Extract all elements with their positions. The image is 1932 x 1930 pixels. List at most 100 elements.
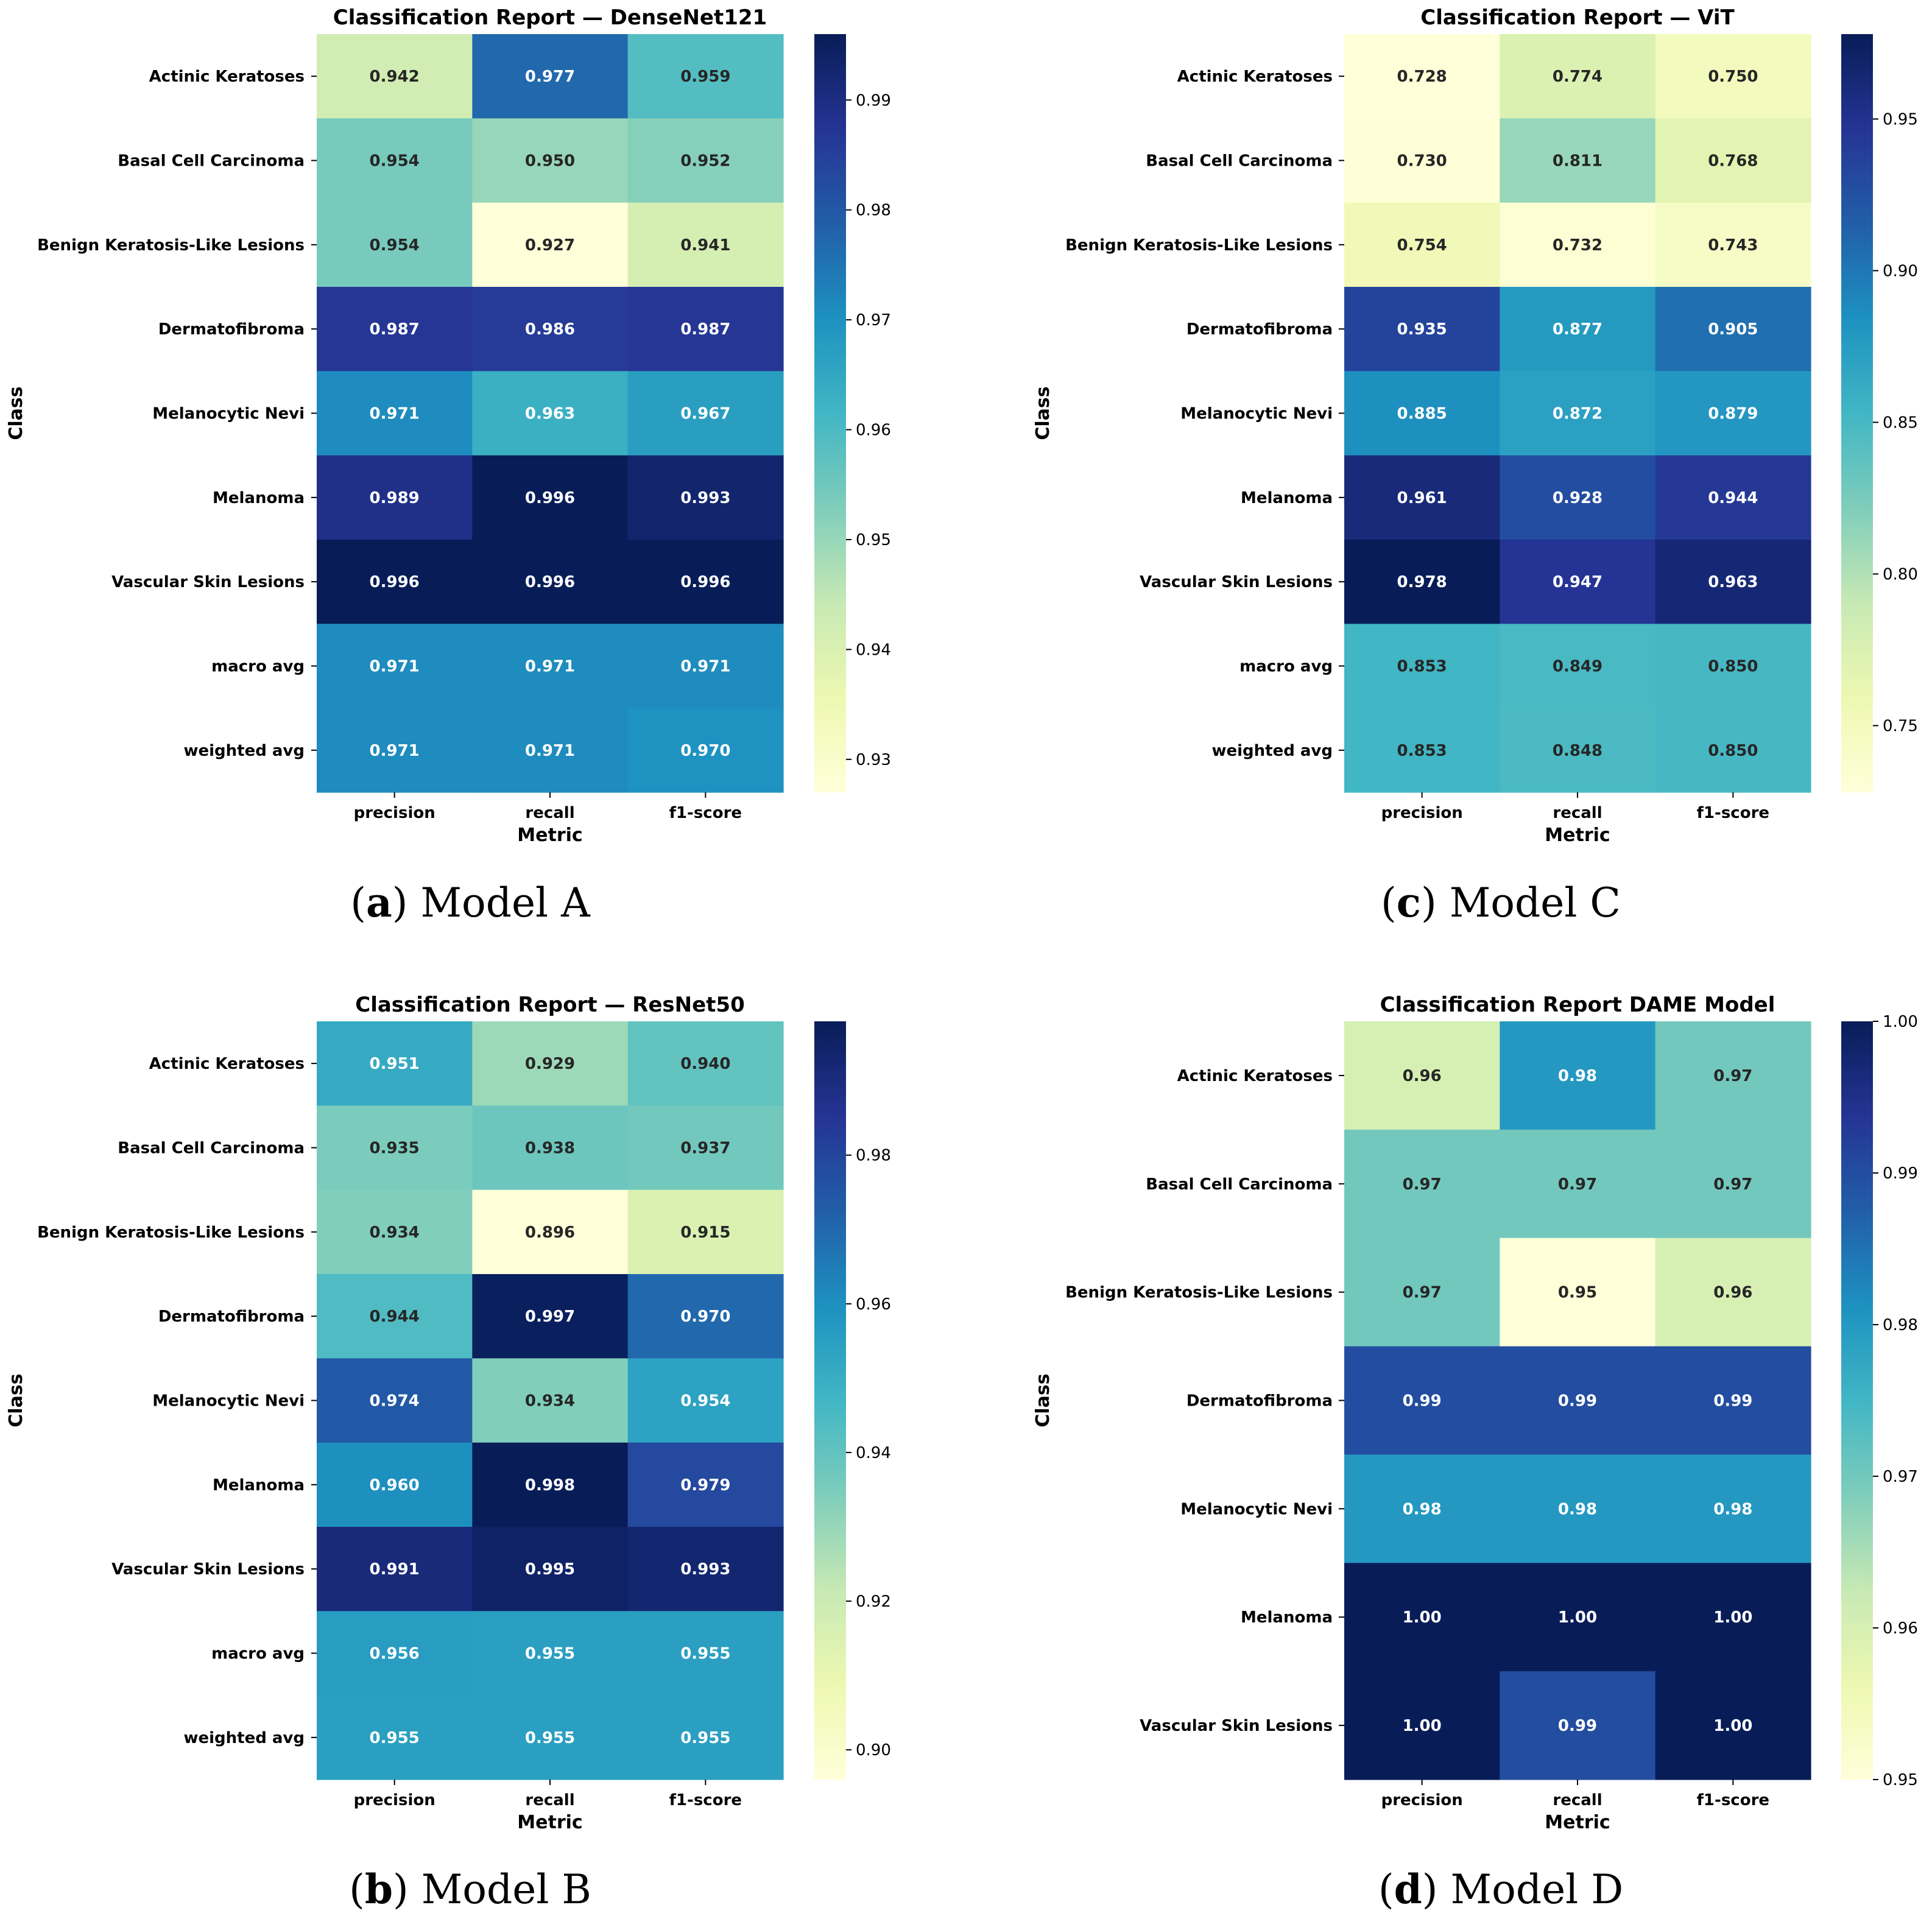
heatmap-cell xyxy=(627,118,784,203)
x-axis-label: Metric xyxy=(1545,1812,1610,1833)
caption-paren-open: ( xyxy=(1378,1866,1394,1913)
cell-value-label: 0.935 xyxy=(1397,320,1447,339)
heatmap-cell xyxy=(317,708,473,793)
heatmap-cell xyxy=(627,287,784,372)
x-axis-label: Metric xyxy=(517,825,582,846)
y-tick-label: Benign Keratosis-Like Lesions xyxy=(1065,1284,1333,1302)
cell-value-label: 0.955 xyxy=(525,1729,575,1747)
cell-value-label: 0.993 xyxy=(680,1560,730,1579)
y-tick-label: Basal Cell Carcinoma xyxy=(118,1139,305,1158)
y-tick-label: Melanocytic Nevi xyxy=(152,1392,305,1411)
heatmap-cell xyxy=(1655,708,1811,793)
cell-value-label: 0.991 xyxy=(370,1560,420,1579)
cell-value-label: 0.99 xyxy=(1403,1392,1442,1411)
heatmap-cell xyxy=(472,34,629,119)
cell-value-label: 0.955 xyxy=(525,1645,575,1663)
heatmap-cell xyxy=(1655,1671,1811,1780)
cell-value-label: 0.96 xyxy=(1403,1067,1442,1085)
y-tick-label: macro avg xyxy=(1239,658,1333,676)
heatmap-cell xyxy=(317,34,473,119)
heatmap-cell xyxy=(1344,34,1500,119)
heatmap-cell xyxy=(627,1527,784,1611)
heatmap-cell xyxy=(627,1442,784,1527)
heatmap-cell xyxy=(627,708,784,793)
heatmap-cell xyxy=(1344,202,1500,287)
cell-value-label: 0.728 xyxy=(1397,68,1447,86)
heatmap-cell xyxy=(472,455,629,540)
caption-paren-close: ) xyxy=(393,1866,421,1913)
cell-value-label: 1.00 xyxy=(1558,1608,1597,1627)
y-tick-label: Actinic Keratoses xyxy=(1177,68,1333,86)
cell-value-label: 0.937 xyxy=(680,1139,730,1158)
y-tick-label: Basal Cell Carcinoma xyxy=(1146,152,1333,171)
heatmap-cell xyxy=(317,1189,473,1275)
heatmap-cells: 0.942 0.977 0.959 0.954 0.950 0.952 0.954 0.927… xyxy=(317,34,784,793)
heatmap-cell xyxy=(1500,371,1656,456)
colorbar-tick-label: 0.97 xyxy=(856,311,891,329)
cell-value-label: 0.768 xyxy=(1708,152,1758,171)
heatmap-cell xyxy=(1344,708,1500,793)
heatmap-cell xyxy=(1500,1021,1656,1130)
y-tick-label: Dermatofibroma xyxy=(158,320,305,339)
y-tick-label: Melanoma xyxy=(1241,1608,1333,1627)
cell-value-label: 0.974 xyxy=(370,1392,420,1411)
caption-letter: c xyxy=(1397,879,1421,926)
heatmap-cell xyxy=(317,624,473,709)
heatmap-cell xyxy=(1655,371,1811,456)
heatmap-cell xyxy=(1344,1238,1500,1347)
y-tick-label: Vascular Skin Lesions xyxy=(111,573,305,591)
caption-paren-close: ) xyxy=(1421,879,1450,926)
y-tick-label: Dermatofibroma xyxy=(1186,1392,1333,1411)
y-tick-label: Melanoma xyxy=(213,489,305,507)
cell-value-label: 0.98 xyxy=(1403,1500,1442,1518)
colorbar-tick-label: 0.98 xyxy=(856,202,891,220)
x-tick-label: f1-score xyxy=(669,804,742,822)
caption-paren-open: ( xyxy=(1381,879,1397,926)
cell-value-label: 0.934 xyxy=(370,1224,420,1242)
cell-value-label: 0.954 xyxy=(370,152,420,171)
cell-value-label: 0.954 xyxy=(680,1392,730,1411)
caption-paren-close: ) xyxy=(392,879,421,926)
colorbar-tick-label: 0.92 xyxy=(856,1593,891,1611)
caption-text: Model B xyxy=(421,1866,591,1913)
heatmap-cell xyxy=(627,1105,784,1191)
x-tick-label: f1-score xyxy=(669,1791,742,1809)
cell-value-label: 0.959 xyxy=(680,68,730,86)
y-tick-label: Actinic Keratoses xyxy=(149,1055,305,1073)
cell-value-label: 0.99 xyxy=(1713,1392,1752,1411)
cell-value-label: 0.963 xyxy=(525,405,575,423)
heatmap-cell xyxy=(1655,1021,1811,1130)
heatmap-cell xyxy=(1500,455,1656,540)
cell-value-label: 0.996 xyxy=(680,573,730,591)
cell-value-label: 0.935 xyxy=(370,1139,420,1158)
x-tick-label: precision xyxy=(354,804,435,822)
heatmap-cell xyxy=(472,1695,629,1780)
colorbar-tick-label: 0.94 xyxy=(856,1444,891,1462)
heatmap-cell xyxy=(317,1105,473,1191)
cell-value-label: 0.96 xyxy=(1713,1284,1752,1302)
y-tick-label: Vascular Skin Lesions xyxy=(111,1560,305,1579)
heatmap-cell xyxy=(317,1611,473,1696)
colorbar: 0.93 0.94 0.95 0.96 0.97 0.98 0.99 xyxy=(814,34,891,792)
cell-value-label: 1.00 xyxy=(1403,1717,1442,1735)
heatmap-cell xyxy=(1500,1454,1656,1563)
heatmap-cell xyxy=(627,1189,784,1275)
y-axis-label: Class xyxy=(5,386,27,440)
heatmap-cell xyxy=(1655,455,1811,540)
cell-value-label: 0.996 xyxy=(525,573,575,591)
colorbar-gradient xyxy=(1841,34,1873,792)
x-tick-label: precision xyxy=(354,1791,435,1809)
heatmap-cell xyxy=(1655,1238,1811,1347)
cell-value-label: 0.730 xyxy=(1397,152,1447,171)
colorbar-tick-label: 0.98 xyxy=(1883,1316,1918,1334)
cell-value-label: 0.944 xyxy=(1708,489,1758,507)
colorbar-tick-label: 1.00 xyxy=(1883,1013,1918,1031)
cell-value-label: 0.99 xyxy=(1558,1717,1597,1735)
heatmap-cell xyxy=(1344,1129,1500,1239)
heatmap-cell xyxy=(317,1021,473,1106)
heatmap-cell xyxy=(472,1611,629,1696)
cell-value-label: 0.996 xyxy=(370,573,420,591)
heatmap-cell xyxy=(317,455,473,540)
heatmap-cell xyxy=(1655,1346,1811,1456)
